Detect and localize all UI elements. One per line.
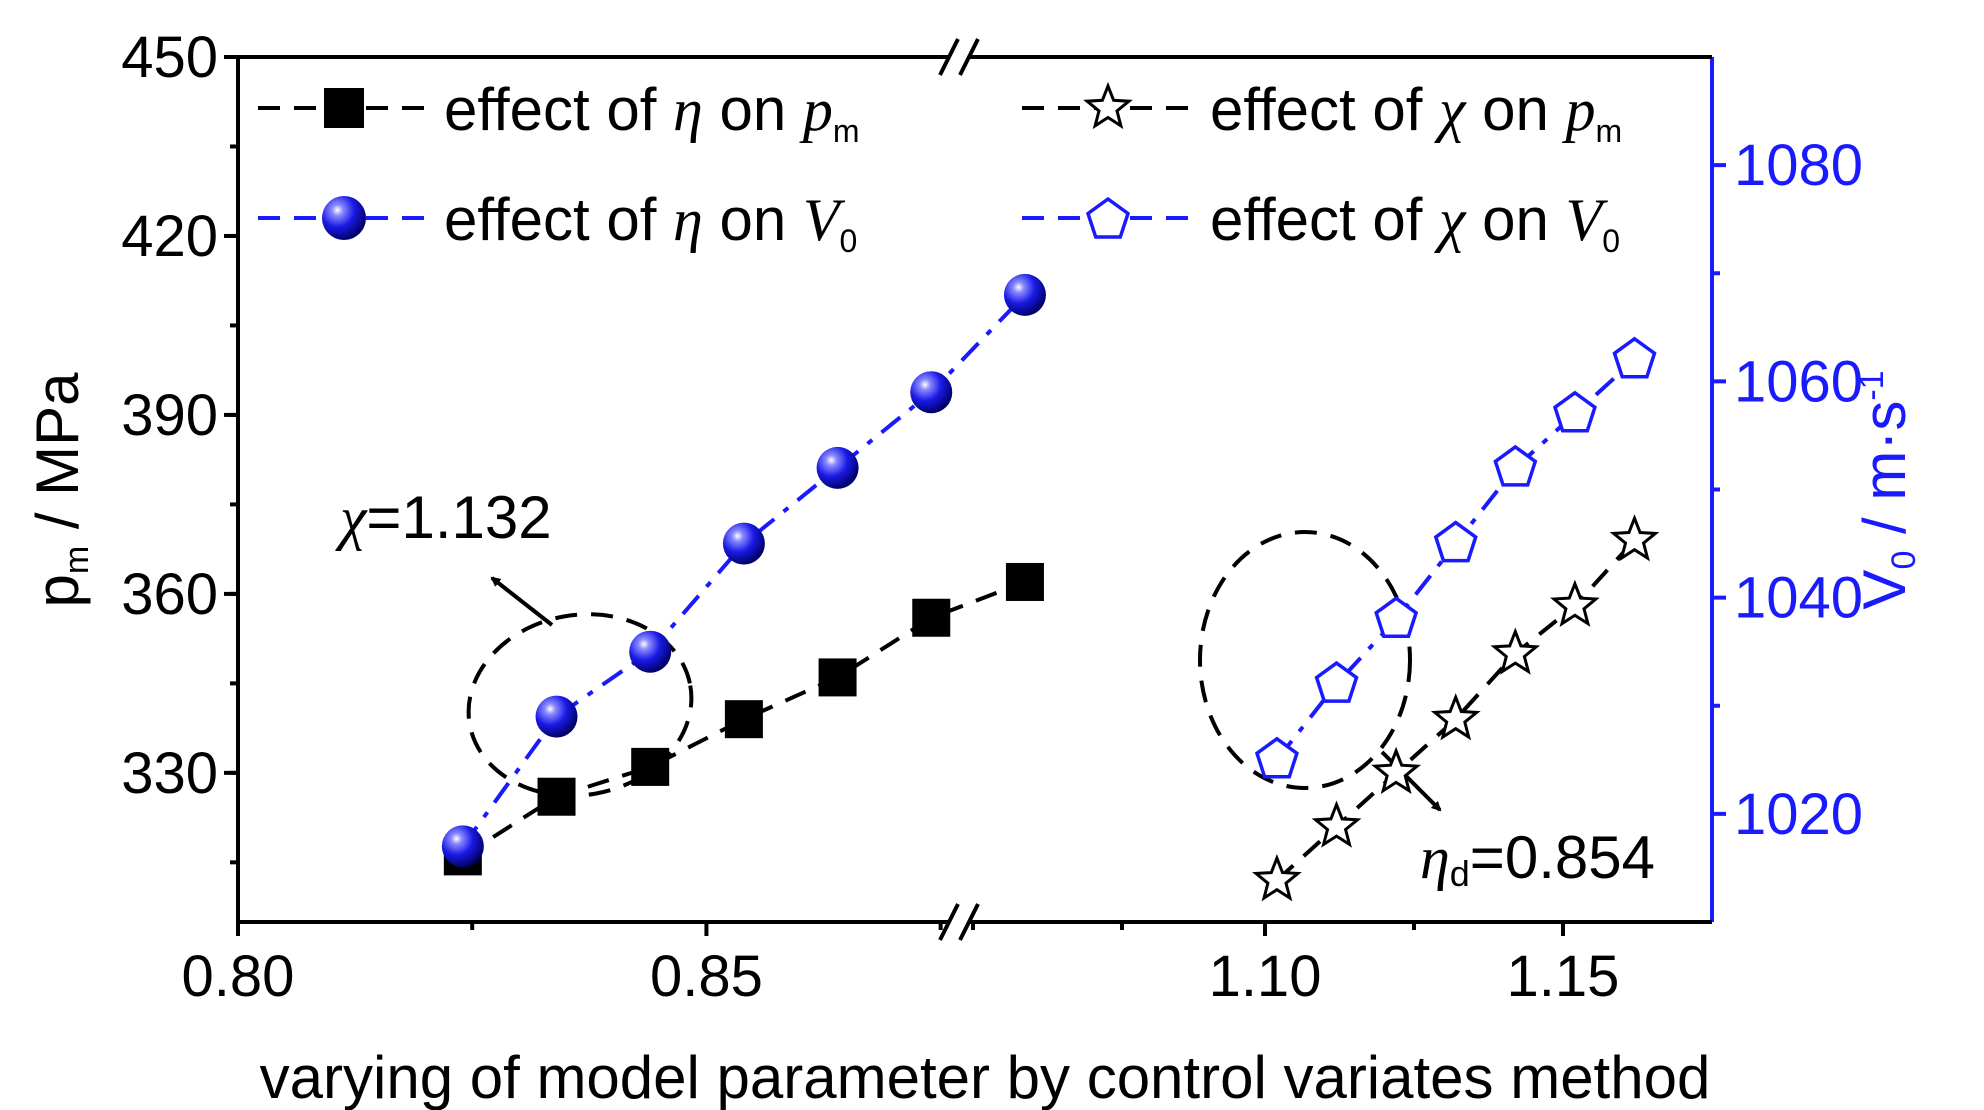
data-point-star — [1490, 627, 1541, 675]
plot-frame — [236, 55, 1714, 924]
eta-annotation-sub: d — [1450, 853, 1470, 894]
legend-square-marker — [324, 88, 364, 128]
data-point-ball — [1003, 273, 1046, 316]
legend-ball-marker — [322, 196, 366, 240]
data-point-ball — [441, 825, 484, 868]
left-tick-label: 420 — [121, 204, 218, 269]
data-point-pentagon — [1493, 444, 1538, 487]
data-point-star — [1371, 746, 1422, 795]
eta-annotation: ηd=0.854 — [1420, 824, 1655, 894]
left-axis-ticks: 330 360 390 420 450 — [121, 25, 238, 865]
axis-break-marks — [938, 38, 980, 941]
series-layer — [441, 273, 1660, 902]
data-point-pentagon — [1374, 596, 1419, 638]
data-point-star — [1430, 693, 1481, 741]
data-point-square — [912, 598, 951, 637]
x-tick-label: 1.15 — [1507, 944, 1620, 1009]
left-tick-label: 390 — [121, 383, 218, 448]
data-point-pentagon — [1433, 520, 1478, 563]
data-point-pentagon — [1552, 390, 1597, 433]
legend-pentagon-marker — [1085, 196, 1131, 239]
data-point-square — [537, 777, 576, 816]
data-point-pentagon — [1314, 660, 1359, 703]
x-axis-ticks: 0.80 0.85 1.10 1.15 — [182, 922, 1620, 1009]
data-point-square — [631, 747, 670, 786]
right-axis-ticks: 1020 1040 1060 1080 — [1712, 133, 1863, 847]
eta-group-ellipse — [1198, 530, 1412, 790]
data-point-ball — [535, 695, 578, 738]
legend-item-chi-v0: effect of χ on V0 — [1022, 186, 1620, 259]
right-tick-label: 1080 — [1734, 133, 1863, 198]
legend-label-eta-pm: effect of η on pm — [444, 76, 860, 149]
right-tick-label: 1020 — [1734, 782, 1863, 847]
y-axis-label-left: pm / MPa — [24, 372, 96, 608]
chi-group-ellipse — [466, 612, 694, 798]
left-tick-label: 450 — [121, 25, 218, 90]
legend-pentagon-shape — [1085, 196, 1131, 239]
y-axis-label-right: V0 / m·s-1 — [1851, 370, 1923, 609]
data-point-square — [818, 658, 857, 697]
chi-annotation-symbol: χ — [335, 485, 368, 551]
right-tick-label: 1060 — [1734, 349, 1863, 414]
data-point-ball — [722, 522, 765, 565]
x-tick-label: 0.85 — [650, 944, 763, 1009]
data-point-pentagon — [1254, 736, 1299, 779]
legend-star-shape — [1083, 81, 1133, 130]
right-tick-label: 1040 — [1734, 566, 1863, 631]
annotation-marks — [466, 530, 1412, 798]
x-tick-label: 0.80 — [182, 944, 295, 1009]
series-pentagon — [1254, 336, 1657, 779]
left-tick-label: 360 — [121, 562, 218, 627]
x-axis-label: varying of model parameter by control va… — [260, 1044, 1711, 1110]
data-point-ball — [816, 446, 859, 489]
data-point-pentagon — [1612, 336, 1657, 379]
data-point-star — [1311, 800, 1362, 848]
data-point-square — [724, 700, 763, 739]
chi-annotation-value: =1.132 — [366, 484, 551, 551]
eta-annotation-value: =0.854 — [1470, 824, 1655, 891]
data-point-square — [1005, 562, 1044, 601]
data-point-star — [1550, 579, 1600, 627]
eta-annotation-symbol: η — [1420, 825, 1450, 891]
series-ball — [441, 273, 1046, 868]
data-point-ball — [629, 630, 672, 673]
data-point-star — [1609, 514, 1660, 562]
legend-star-marker — [1083, 81, 1133, 130]
legend-item-chi-pm: effect of χ on pm — [1022, 76, 1622, 149]
legend-item-eta-pm: effect of η on pm — [258, 76, 860, 149]
legend-label-chi-pm: effect of χ on pm — [1210, 76, 1622, 149]
legend: effect of η on pm effect of χ on pm effe… — [258, 76, 1622, 259]
chi-annotation: χ=1.132 — [335, 484, 552, 551]
chi-arrow — [490, 576, 554, 627]
left-tick-label: 330 — [121, 741, 218, 806]
legend-item-eta-v0: effect of η on V0 — [258, 186, 857, 259]
data-point-ball — [910, 371, 953, 414]
data-point-star — [1252, 854, 1302, 902]
x-tick-label: 1.10 — [1209, 944, 1322, 1009]
legend-label-eta-v0: effect of η on V0 — [444, 186, 857, 259]
legend-label-chi-v0: effect of χ on V0 — [1210, 186, 1620, 259]
series-star — [1252, 514, 1660, 902]
